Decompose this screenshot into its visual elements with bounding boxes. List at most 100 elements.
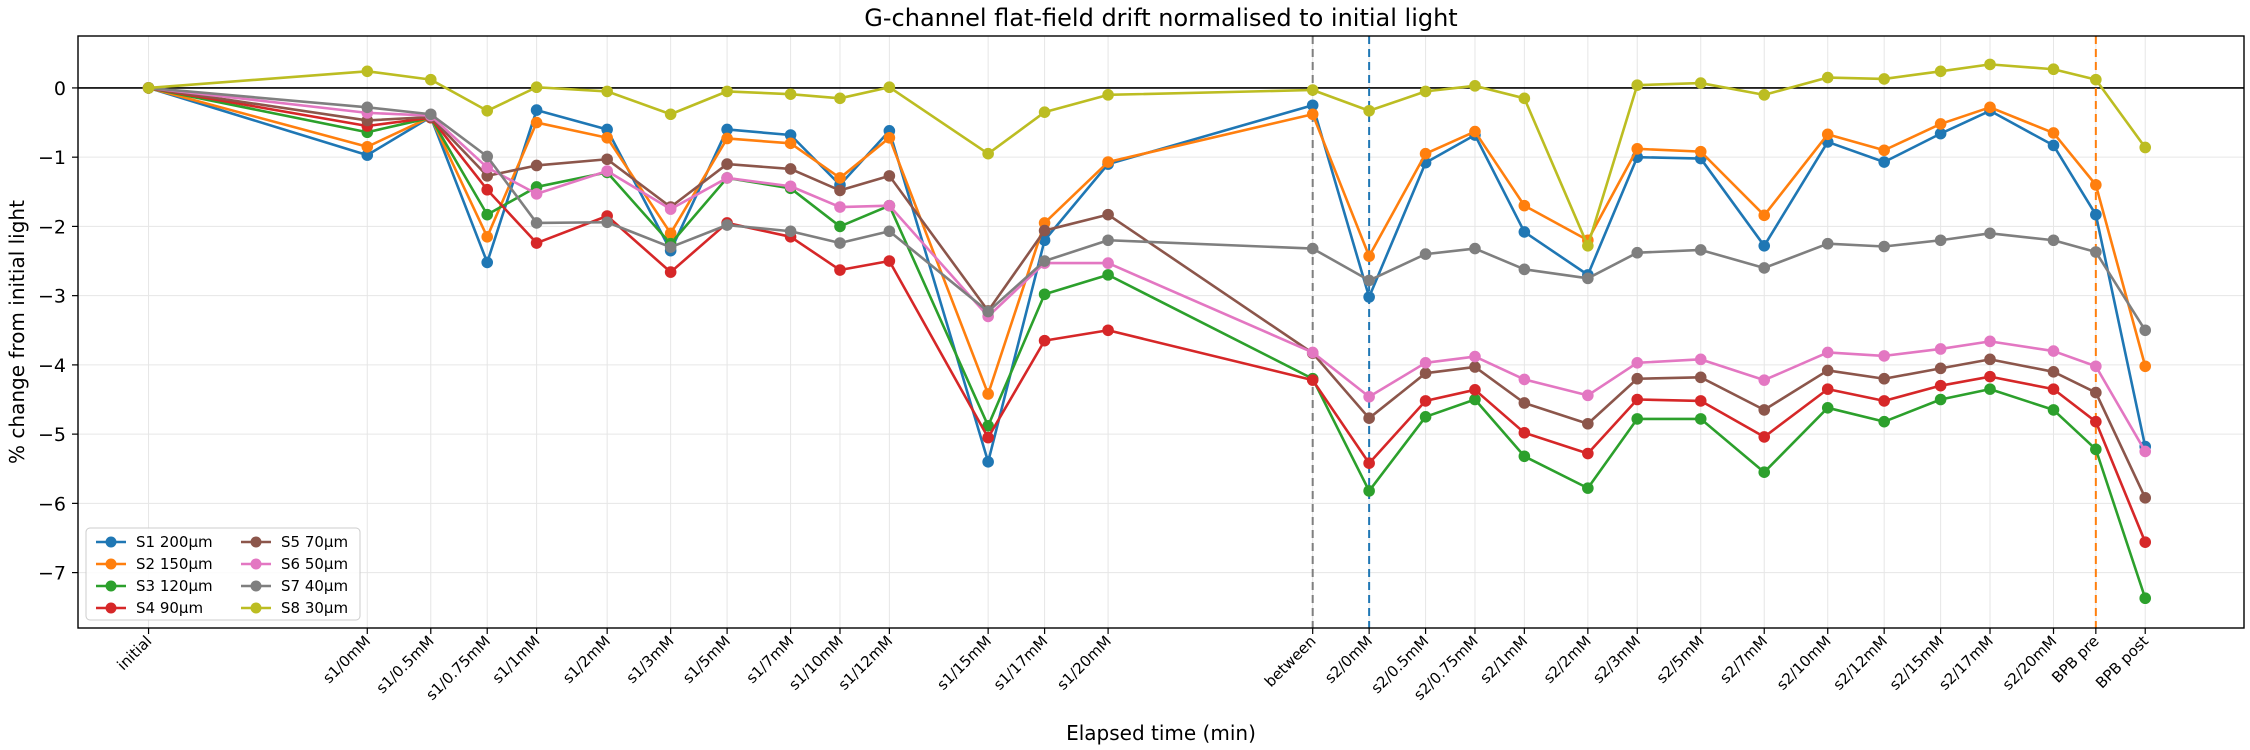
data-point [361, 140, 374, 153]
data-point [1582, 482, 1594, 494]
data-point [1821, 71, 1834, 84]
data-point [1306, 84, 1319, 96]
data-point [664, 241, 677, 253]
y-tick-label: −3 [38, 286, 66, 308]
y-tick-label: −7 [38, 563, 66, 585]
data-point [1038, 255, 1051, 267]
series-group [142, 58, 2152, 252]
data-point [1102, 257, 1114, 269]
data-point [664, 266, 677, 278]
data-point [1469, 125, 1481, 138]
data-point [481, 161, 494, 174]
grid-layer [78, 36, 2244, 628]
data-point [1102, 234, 1114, 247]
data-point [2090, 73, 2102, 86]
x-axis-label: Elapsed time (min) [1066, 721, 1256, 745]
data-point [721, 85, 733, 98]
data-point [1631, 357, 1644, 369]
data-point [883, 131, 896, 144]
data-point [530, 159, 543, 172]
x-tick-label: s2/5mM [1653, 632, 1708, 687]
data-point [1518, 426, 1531, 439]
legend-item: S5 70µm [241, 533, 348, 551]
data-point [1306, 242, 1319, 255]
x-tick-label: between [1261, 632, 1320, 691]
series-group [142, 82, 2152, 337]
data-point [1469, 242, 1481, 255]
data-point [784, 137, 797, 150]
x-tick-label: s2/10mM [1773, 632, 1835, 694]
data-point [664, 203, 677, 215]
legend-label: S4 90µm [136, 599, 203, 617]
data-point [982, 456, 994, 468]
data-point [1469, 350, 1481, 363]
data-point [982, 431, 994, 444]
y-tick-label: 0 [54, 78, 66, 100]
data-point [1758, 262, 1771, 274]
data-point [721, 158, 733, 170]
data-point [530, 104, 543, 116]
data-point [1878, 415, 1890, 428]
data-point [1984, 101, 1996, 114]
data-point [2139, 141, 2152, 154]
data-point [1878, 350, 1890, 362]
legend-swatch-marker [250, 580, 262, 592]
data-point [481, 150, 494, 163]
data-point [481, 256, 494, 269]
data-point [1469, 361, 1481, 373]
data-point [1419, 395, 1432, 407]
data-point [530, 188, 543, 200]
data-point [481, 183, 494, 196]
data-point [721, 132, 733, 145]
data-point [1694, 77, 1707, 89]
data-point [1694, 371, 1707, 384]
data-point [1469, 393, 1481, 406]
data-point [1984, 353, 1996, 366]
data-point [2139, 324, 2152, 337]
data-point [1518, 450, 1531, 463]
data-point [530, 116, 543, 129]
data-point [2139, 492, 2152, 504]
data-point [1363, 457, 1375, 470]
data-point [1984, 335, 1996, 348]
data-point [1821, 237, 1834, 250]
x-tick-label: s1/12mM [835, 632, 897, 694]
data-point [1758, 89, 1771, 101]
data-point [1518, 397, 1531, 409]
data-point [883, 81, 896, 94]
x-tick-label: s1/5mM [679, 632, 734, 687]
data-point [1694, 244, 1707, 256]
data-point [982, 388, 994, 400]
data-point [361, 149, 374, 161]
data-point [1821, 364, 1834, 377]
data-point [530, 81, 543, 94]
data-point [1306, 374, 1319, 386]
data-point [1878, 73, 1890, 85]
legend-swatch-marker [250, 536, 262, 548]
data-point [1363, 104, 1375, 117]
data-point [2047, 383, 2060, 395]
data-point [1469, 384, 1481, 396]
data-point [834, 201, 846, 213]
legend-box [85, 527, 361, 621]
series-group [142, 82, 2152, 400]
data-point [1038, 224, 1051, 237]
data-point [1984, 370, 1996, 383]
data-point [1631, 246, 1644, 259]
data-point [1934, 118, 1947, 130]
legend-item: S2 150µm [96, 555, 213, 573]
data-point [721, 219, 733, 231]
data-point [1469, 80, 1481, 92]
data-point [1582, 447, 1594, 460]
data-point [784, 180, 797, 193]
data-point [1878, 395, 1890, 407]
x-tick-label: s1/15mM [933, 632, 995, 694]
data-point [2047, 63, 2060, 76]
y-tick-label: −1 [38, 147, 66, 169]
plot-frame [77, 35, 2245, 629]
legend-label: S5 70µm [281, 533, 348, 551]
data-point [1821, 128, 1834, 141]
data-point [2139, 592, 2152, 605]
data-point [1934, 393, 1947, 406]
